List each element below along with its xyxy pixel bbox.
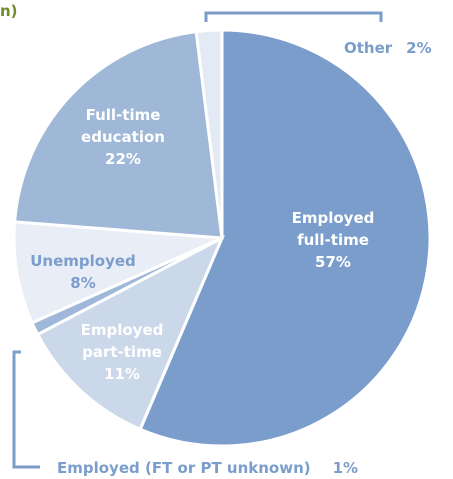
label-unemployed-line-0: Unemployed — [30, 252, 136, 270]
employed-unknown-bracket — [12, 350, 40, 469]
label-employed-unknown-pct: 1% — [333, 459, 358, 477]
label-employed-part-time-line-0: Employed — [81, 321, 164, 339]
slice-labels: Employed full-time 57% Employed part-time 11%… — [30, 39, 431, 477]
label-employed-part-time-line-1: part-time — [82, 343, 162, 361]
slice-other — [194, 28, 224, 239]
pie-slices — [12, 28, 432, 448]
label-other-pct: 2% — [406, 39, 431, 57]
label-employed-full-time: Employed full-time 57% — [292, 209, 375, 271]
label-employed-full-time-pct: 57% — [315, 253, 351, 271]
label-unemployed-pct: 8% — [70, 274, 95, 292]
label-other-name: Other — [344, 39, 393, 57]
label-full-time-education-line-1: education — [81, 128, 165, 146]
label-full-time-education-pct: 22% — [105, 150, 141, 168]
other-bracket — [204, 11, 383, 22]
label-employed-unknown-name: Employed (FT or PT unknown) — [57, 459, 311, 477]
label-employed-full-time-line-1: full-time — [297, 231, 369, 249]
label-employed-full-time-line-0: Employed — [292, 209, 375, 227]
truncated-heading-fragment: n) — [0, 2, 18, 20]
label-unemployed: Unemployed 8% — [30, 252, 136, 292]
label-full-time-education-line-0: Full-time — [86, 106, 161, 124]
label-employed-part-time: Employed part-time 11% — [81, 321, 164, 383]
slice-employed-full-time — [138, 28, 432, 448]
label-other: Other 2% — [344, 39, 432, 57]
slice-unemployed — [12, 220, 223, 325]
label-full-time-education: Full-time education 22% — [81, 106, 165, 168]
label-employed-part-time-pct: 11% — [104, 365, 140, 383]
slice-full-time-education — [13, 29, 224, 240]
label-employed-unknown: Employed (FT or PT unknown) 1% — [57, 459, 358, 477]
slice-employed-part-time — [35, 234, 226, 432]
